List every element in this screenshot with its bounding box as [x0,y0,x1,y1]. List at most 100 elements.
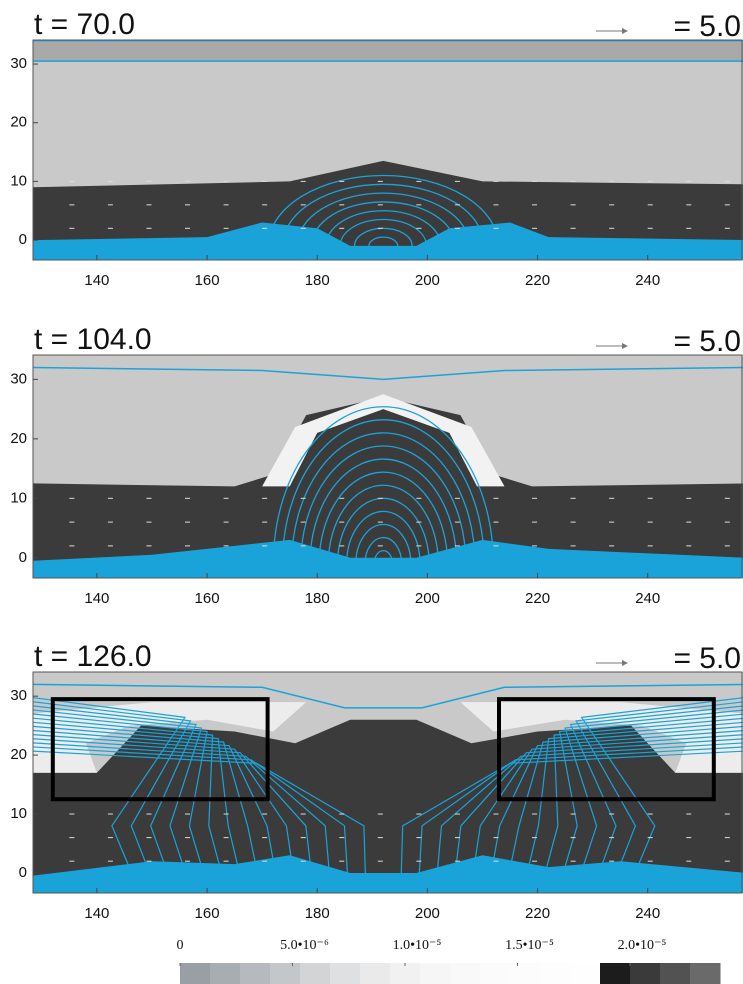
field-line [470,734,743,885]
y-tick-label: 30 [10,370,27,387]
colorbar-swatch [600,963,631,984]
field-line [33,701,192,885]
highlight-box [50,697,270,802]
x-tick-label: 160 [195,905,220,922]
field-line [575,701,743,885]
colorbar-swatch [390,963,421,984]
colorbar-swatch [330,963,361,984]
field-line [282,183,485,260]
x-tick-label: 220 [525,905,550,922]
field-line [33,721,243,885]
field-line [33,738,314,885]
panel-title: t = 70.0 [34,8,135,41]
field-line [364,536,403,578]
colorbar-swatch [210,963,241,984]
colorbar-label: 5.0•10⁻⁶ [280,938,329,953]
field-line [33,696,187,885]
field-line [33,713,208,885]
x-tick-label: 140 [84,905,109,922]
field-line [300,445,467,578]
field-line [336,497,430,578]
field-line [373,549,394,578]
field-line [33,709,203,885]
field-line [309,458,458,578]
colorbar-label: 1.5•10⁻⁵ [505,938,554,953]
field-line [418,746,743,885]
field-line [33,734,296,885]
x-tick-label: 140 [84,590,109,607]
x-tick-label: 200 [415,905,440,922]
x-tick-label: 200 [415,590,440,607]
field-line [33,750,367,885]
colorbar-swatch [450,963,481,984]
field-line [291,432,476,578]
x-tick-label: 140 [84,272,109,289]
field-line [339,218,428,260]
y-tick-label: 20 [10,746,27,763]
colorbar-swatch [510,963,541,984]
y-tick-label: 30 [10,687,27,704]
x-tick-label: 220 [525,272,550,289]
field-line [325,210,442,260]
field-line [267,174,500,260]
field-line [296,192,471,260]
field-line [281,419,485,578]
x-tick-label: 180 [305,590,330,607]
plot-frame [32,39,743,261]
field-line [564,709,743,885]
colorbar-swatch [180,963,211,984]
reference-label: = 5.0 [673,10,741,43]
field-line [318,471,449,578]
reference-arrow-head [622,28,628,34]
field-line [33,366,743,381]
field-line [435,742,743,885]
field-line [310,201,456,260]
colorbar-label: 1.0•10⁻⁵ [393,938,442,953]
white-wisp [460,702,743,773]
highlight-box [497,697,716,802]
colorbar-swatch [300,963,331,984]
panel-title: t = 126.0 [34,640,152,673]
field-line [346,510,421,578]
field-line [506,725,743,885]
plot-frame [32,671,743,894]
field-line [400,750,743,885]
field-line [33,742,331,885]
field-line [523,721,743,885]
field-line [453,738,743,885]
reference-arrow-head [622,660,628,666]
field-line [580,697,743,885]
x-tick-label: 200 [415,272,440,289]
x-tick-label: 160 [195,590,220,607]
reference-arrow-head [622,343,628,349]
y-tick-label: 10 [10,489,27,506]
y-tick-label: 20 [10,114,27,131]
field-line [353,227,413,260]
field-line [33,717,226,885]
x-tick-label: 220 [525,590,550,607]
colorbar-swatch [420,963,451,984]
colorbar-swatch [270,963,301,984]
y-tick-label: 0 [19,549,27,566]
field-line [569,705,743,885]
field-line [33,725,261,885]
field-line [355,523,412,578]
colorbar-label: 2.0•10⁻⁵ [618,938,667,953]
panel-title: t = 104.0 [34,323,152,356]
y-tick-label: 0 [19,231,27,248]
colorbar-swatch [660,963,691,984]
field-layer [33,40,743,260]
field-layer [33,366,743,578]
colorbar-swatch [480,963,511,984]
field-layer [33,683,743,893]
colorbar-swatch [360,963,391,984]
field-line [327,484,439,578]
field-line [33,705,197,885]
reference-label: = 5.0 [673,642,741,675]
y-tick-label: 0 [19,864,27,881]
field-line [558,713,743,885]
field-line [541,717,743,885]
x-tick-label: 240 [635,905,660,922]
reference-label: = 5.0 [673,325,741,358]
